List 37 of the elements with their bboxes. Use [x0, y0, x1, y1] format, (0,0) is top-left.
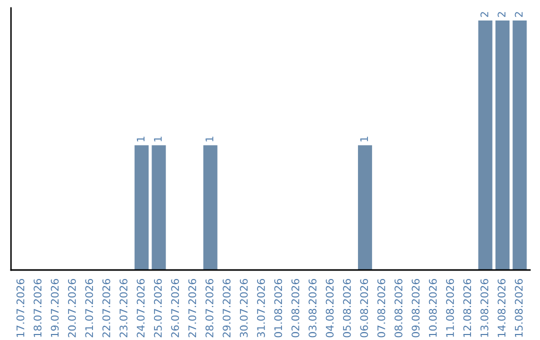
x-tick-label: 28.07.2026	[205, 278, 214, 338]
x-tick-label: 01.08.2026	[274, 278, 282, 338]
x-tick-label: 21.07.2026	[85, 278, 94, 338]
x-tick-label: 03.08.2026	[308, 278, 316, 338]
x-tick-label: 31.07.2026	[257, 278, 265, 338]
x-tick-label: 10.08.2026	[428, 278, 437, 337]
x-tick-label: 12.08.2026	[463, 278, 472, 337]
data-label: 1	[136, 136, 144, 142]
x-tick-label: 08.08.2026	[394, 278, 402, 338]
x-tick-label: 19.07.2026	[50, 278, 59, 337]
x-tick-label: 02.08.2026	[291, 278, 300, 338]
x-tick-label: 24.07.2026	[136, 278, 145, 338]
data-label: 2	[514, 12, 523, 17]
data-label: 1	[154, 136, 162, 142]
x-tick-label: 30.07.2026	[240, 278, 248, 338]
x-tick-label: 11.08.2026	[446, 278, 454, 337]
x-tick-label: 18.07.2026	[34, 278, 42, 337]
x-tick-label: 26.07.2026	[171, 278, 180, 338]
x-tick-label: 14.08.2026	[498, 278, 506, 337]
x-tick-label: 04.08.2026	[326, 278, 334, 338]
data-label: 2	[480, 12, 488, 17]
x-tick-label: 27.07.2026	[188, 278, 196, 338]
x-tick-label: 25.07.2026	[154, 278, 162, 338]
x-tick-label: 29.07.2026	[222, 278, 231, 338]
x-tick-label: 23.07.2026	[120, 278, 128, 338]
data-label: 1	[206, 136, 214, 142]
x-tick-label: 22.07.2026	[102, 278, 110, 338]
x-tick-label: 05.08.2026	[342, 278, 351, 338]
x-tick-label: 15.08.2026	[514, 278, 523, 337]
x-tick-label: 17.07.2026	[16, 278, 24, 337]
data-label: 2	[498, 12, 506, 17]
x-tick-label: 09.08.2026	[412, 278, 420, 338]
x-tick-label: 20.07.2026	[68, 278, 76, 338]
data-label: 1	[360, 136, 368, 142]
x-tick-label: 07.08.2026	[377, 278, 386, 338]
x-tick-label: 13.08.2026	[480, 278, 488, 337]
x-tick-label: 06.08.2026	[360, 278, 368, 338]
